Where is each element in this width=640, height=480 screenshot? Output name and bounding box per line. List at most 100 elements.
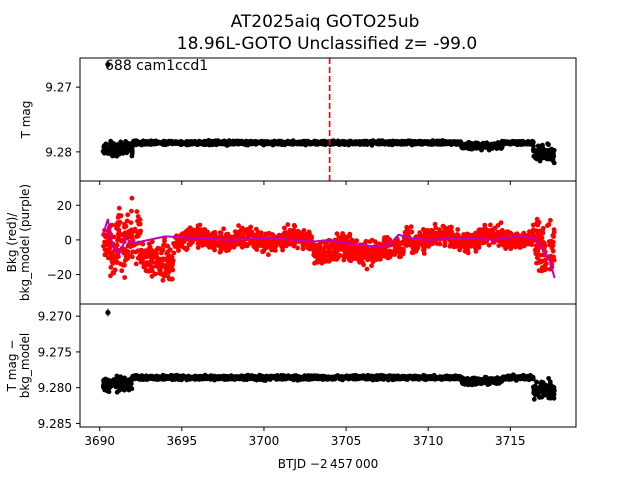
data-point xyxy=(224,140,230,146)
data-point xyxy=(539,235,545,241)
data-point xyxy=(441,141,446,146)
data-point xyxy=(220,245,226,251)
data-point xyxy=(547,153,552,158)
data-point xyxy=(367,139,372,145)
data-point xyxy=(110,270,116,275)
data-point xyxy=(202,140,208,146)
data-point xyxy=(404,224,410,230)
data-point xyxy=(363,141,368,147)
data-point xyxy=(285,222,291,228)
data-point xyxy=(161,242,167,248)
data-point xyxy=(353,252,358,257)
data-point xyxy=(302,140,307,146)
data-point xyxy=(107,245,113,251)
data-point xyxy=(417,230,423,236)
data-point xyxy=(208,139,214,145)
data-point xyxy=(374,141,379,147)
data-point xyxy=(107,145,113,151)
data-point xyxy=(144,268,150,274)
data-point xyxy=(392,248,398,253)
data-point xyxy=(128,220,134,226)
data-point xyxy=(178,142,184,147)
data-point xyxy=(102,387,108,393)
data-point xyxy=(267,241,273,247)
series-line-bkg_model xyxy=(102,218,556,279)
data-point xyxy=(476,240,482,245)
data-point xyxy=(291,243,297,249)
data-point xyxy=(249,231,255,237)
data-point xyxy=(349,141,355,147)
data-point xyxy=(164,140,170,146)
data-point xyxy=(215,240,221,246)
data-point xyxy=(269,247,274,253)
data-point xyxy=(165,254,171,260)
data-point xyxy=(336,235,342,241)
data-point xyxy=(114,153,120,159)
y-tick-label: 0 xyxy=(64,233,72,247)
data-point xyxy=(232,140,237,145)
data-point xyxy=(128,244,134,250)
data-point xyxy=(367,251,373,257)
data-point xyxy=(505,140,510,146)
data-point xyxy=(101,382,106,388)
data-point xyxy=(551,227,557,233)
data-point xyxy=(533,228,539,234)
y-axis-label: T mag xyxy=(19,101,33,140)
data-point xyxy=(143,139,149,144)
data-point xyxy=(545,141,550,147)
data-point xyxy=(163,265,169,271)
data-point xyxy=(210,240,216,246)
data-point xyxy=(157,256,163,262)
data-point xyxy=(359,252,364,258)
data-point xyxy=(300,246,306,252)
data-point xyxy=(221,226,227,232)
data-point xyxy=(280,247,285,253)
data-point xyxy=(133,249,139,255)
data-point xyxy=(499,227,505,233)
data-point xyxy=(129,208,134,214)
data-point xyxy=(100,149,106,155)
series-points-middle-0 xyxy=(101,195,557,283)
data-point xyxy=(396,243,402,249)
data-point xyxy=(534,216,540,222)
data-point xyxy=(350,245,355,251)
data-point xyxy=(503,238,509,244)
data-point xyxy=(337,253,343,258)
data-point xyxy=(421,247,427,253)
data-point xyxy=(445,141,451,146)
data-point xyxy=(231,244,237,250)
data-point xyxy=(398,254,404,259)
data-point xyxy=(151,254,157,260)
data-point xyxy=(468,243,474,249)
data-point xyxy=(109,256,114,262)
data-point xyxy=(409,229,415,235)
data-point xyxy=(200,243,205,248)
data-point xyxy=(371,254,377,260)
data-point xyxy=(472,143,477,149)
data-point xyxy=(446,225,452,231)
data-point xyxy=(546,147,552,153)
data-point xyxy=(240,239,245,245)
data-point xyxy=(373,250,378,256)
data-point xyxy=(135,231,141,237)
data-point xyxy=(326,244,332,250)
y-tick-label: 9.28 xyxy=(45,145,72,159)
data-point xyxy=(114,389,120,395)
data-point xyxy=(330,141,336,147)
data-point xyxy=(344,248,349,254)
data-point xyxy=(194,230,199,236)
data-point xyxy=(510,140,516,146)
data-point xyxy=(254,226,259,232)
data-point xyxy=(169,276,175,282)
data-point xyxy=(476,144,482,149)
data-point xyxy=(121,250,127,256)
data-point xyxy=(170,267,176,273)
chart-title-line1: AT2025aiq GOTO25ub xyxy=(231,12,420,32)
data-point xyxy=(127,234,133,240)
data-point xyxy=(258,230,264,236)
data-point xyxy=(273,140,279,145)
data-point xyxy=(362,249,368,254)
data-point xyxy=(186,141,192,147)
data-point xyxy=(319,141,324,146)
